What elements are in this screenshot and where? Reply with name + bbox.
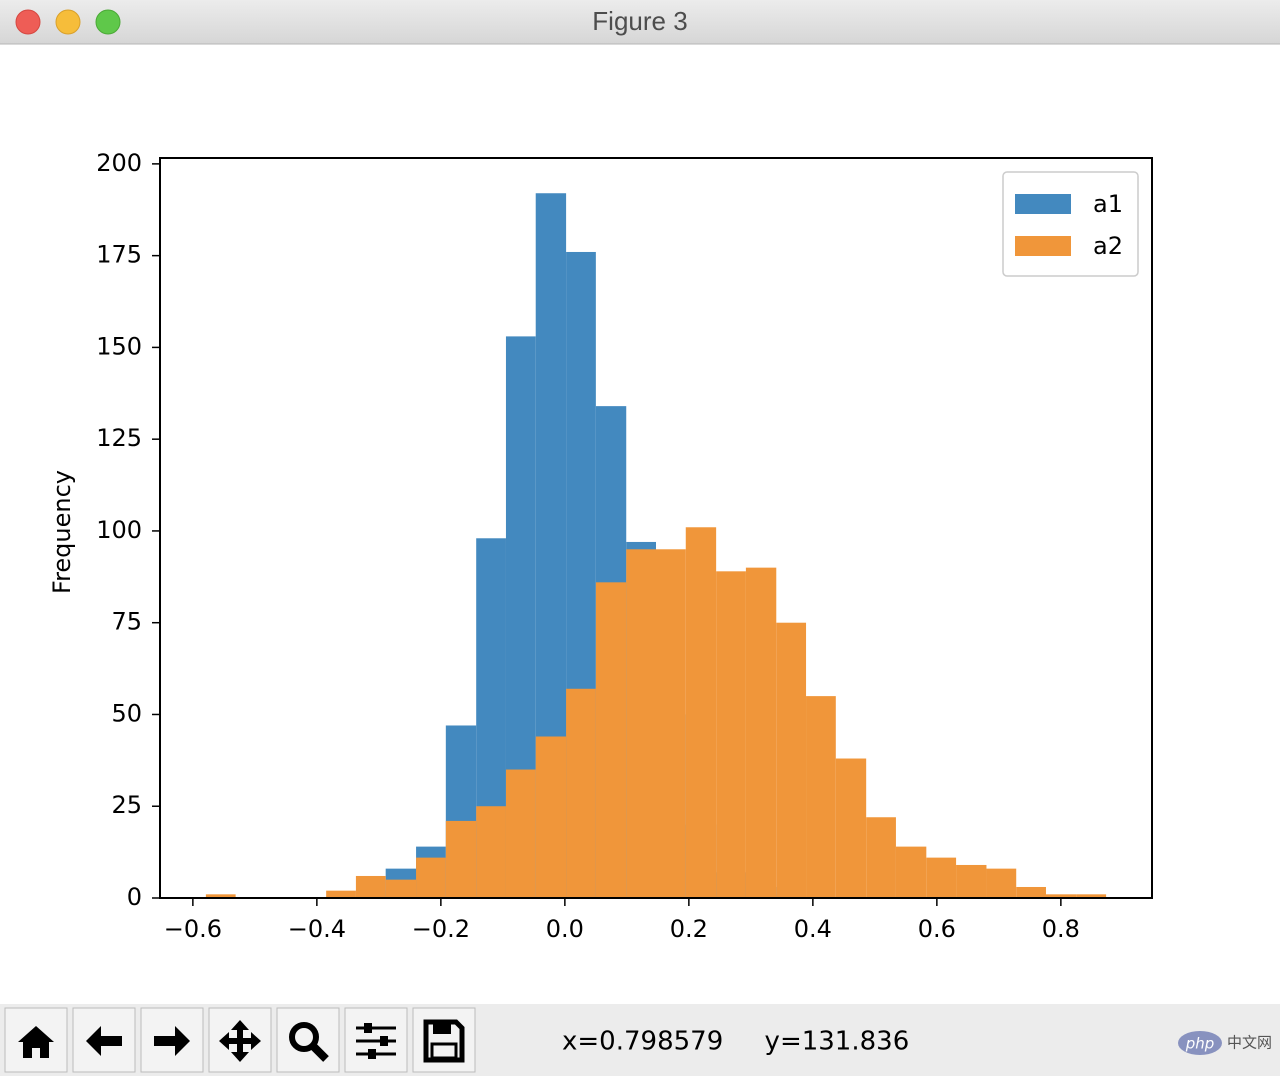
- y-tick-label: 200: [96, 149, 142, 177]
- save-button[interactable]: [412, 1007, 476, 1073]
- zoom-tool-button[interactable]: [276, 1007, 340, 1073]
- y-tick-label: 75: [111, 608, 142, 636]
- title-bar: [0, 0, 1280, 44]
- pan-button[interactable]: [208, 1007, 272, 1073]
- y-axis-label: Frequency: [48, 470, 76, 594]
- axes-frame: [159, 157, 1153, 899]
- legend-label: a2: [1093, 232, 1123, 260]
- histogram-bar: [566, 688, 596, 898]
- histogram-bar: [205, 894, 236, 898]
- minimize-button[interactable]: [55, 9, 81, 35]
- home-button[interactable]: [4, 1007, 68, 1073]
- histogram-bar: [745, 567, 777, 898]
- histogram-bar: [716, 571, 746, 898]
- histogram-bar: [355, 875, 386, 898]
- legend-swatch: [1015, 194, 1071, 214]
- histogram-bar: [1076, 894, 1107, 898]
- back-button[interactable]: [72, 1007, 136, 1073]
- legend-label: a1: [1093, 190, 1123, 218]
- plot: −0.6 −0.4 −0.2 0.0 0.2 0.4 0.6 0.8 0 25 50 75 100 125…: [96, 149, 1153, 943]
- histogram-bar: [806, 696, 836, 898]
- histogram-bar: [1045, 894, 1077, 898]
- histogram-bar: [595, 582, 627, 898]
- y-tick-label: 125: [96, 424, 142, 452]
- y-tick-label: 150: [96, 332, 142, 360]
- x-tick-label: −0.4: [288, 915, 346, 943]
- histogram-bar: [535, 736, 567, 898]
- legend-swatch: [1015, 236, 1071, 256]
- close-button[interactable]: [15, 9, 41, 35]
- y-tick-label: 100: [96, 516, 142, 544]
- x-tick-label: 0.2: [670, 915, 708, 943]
- histogram-bar: [685, 527, 717, 898]
- legend-box: [1002, 171, 1139, 277]
- histogram-bar: [926, 857, 957, 898]
- cursor-status: x=0.798579 y=131.836: [562, 1027, 909, 1057]
- histogram-bar: [956, 864, 987, 898]
- histogram-bar: [1016, 886, 1046, 898]
- histogram-bar: [505, 769, 536, 898]
- histogram-bar: [326, 890, 356, 898]
- histogram-bar: [476, 806, 506, 898]
- histogram-bar: [776, 622, 807, 898]
- histogram-bar: [385, 879, 417, 898]
- y-tick-label: 50: [111, 699, 142, 727]
- zoom-button[interactable]: [95, 9, 121, 35]
- y-tick-label: 0: [127, 883, 142, 911]
- histogram-bar: [626, 549, 656, 898]
- histogram-bar: [656, 549, 686, 898]
- configure-button[interactable]: [344, 1007, 408, 1073]
- histogram-bar: [986, 868, 1017, 898]
- x-tick-label: −0.6: [164, 915, 222, 943]
- histogram-bar: [835, 758, 867, 898]
- histogram-bar: [866, 817, 896, 898]
- watermark-logo-badge: [1178, 1031, 1222, 1055]
- x-tick-label: −0.2: [412, 915, 470, 943]
- histogram-bar: [445, 820, 477, 898]
- x-tick-label: 0.0: [546, 915, 584, 943]
- watermark-logo: php: [1185, 1035, 1215, 1053]
- histogram-bar: [895, 846, 927, 898]
- forward-button[interactable]: [140, 1007, 204, 1073]
- histogram-bar: [416, 857, 446, 898]
- window-title: Figure 3: [592, 6, 687, 36]
- y-tick-label: 175: [96, 241, 142, 269]
- x-tick-label: 0.4: [794, 915, 832, 943]
- x-tick-label: 0.8: [1042, 915, 1080, 943]
- y-tick-label: 25: [111, 791, 142, 819]
- x-tick-label: 0.6: [918, 915, 956, 943]
- watermark-text: 中文网: [1227, 1034, 1272, 1052]
- toolbar-buttons: [4, 1007, 476, 1073]
